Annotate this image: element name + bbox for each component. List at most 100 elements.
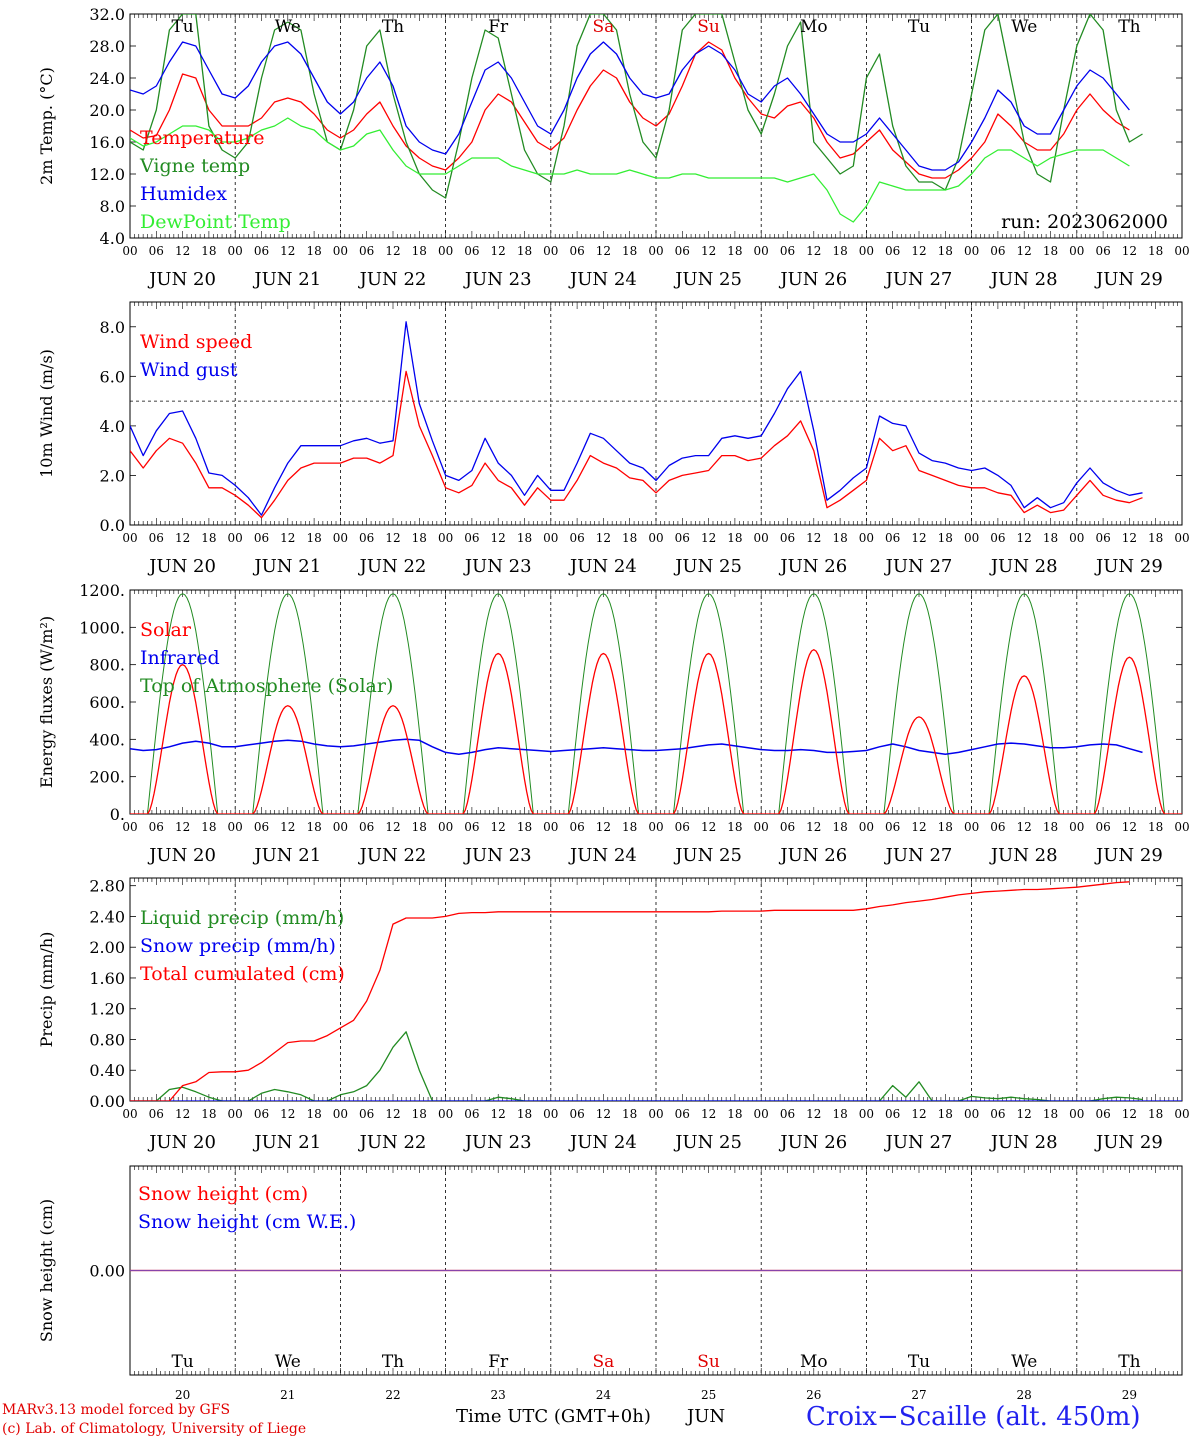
hour-label: 06	[780, 244, 795, 258]
hour-label: 06	[569, 820, 584, 834]
hour-label: 00	[648, 531, 663, 545]
date-label: JUN 25	[673, 845, 742, 866]
hour-label: 18	[517, 820, 532, 834]
hour-label: 00	[859, 531, 874, 545]
hour-label: 18	[938, 1107, 953, 1121]
hour-label: 18	[1043, 820, 1058, 834]
hour-label: 12	[280, 244, 295, 258]
day-name: Su	[697, 1352, 720, 1372]
hour-label: 06	[254, 1107, 269, 1121]
plot-frame	[129, 301, 1183, 526]
hour-label: 12	[491, 244, 506, 258]
hour-label: 06	[149, 1107, 164, 1121]
y-tick-label: 4.0	[100, 229, 125, 248]
legend-entry: Snow height (cm W.E.)	[138, 1211, 356, 1233]
series-wind-gust	[130, 321, 1143, 516]
hour-label: 00	[333, 244, 348, 258]
hour-label: 00	[859, 244, 874, 258]
hour-label: 06	[464, 820, 479, 834]
hour-label: 00	[333, 531, 348, 545]
lab-credit: (c) Lab. of Climatology, University of L…	[2, 1421, 307, 1437]
series-vigne-temp	[130, 14, 1143, 199]
y-tick-label: 24.0	[89, 69, 125, 88]
hour-label: 00	[333, 1107, 348, 1121]
date-label: JUN 28	[989, 1132, 1058, 1153]
hour-label: 18	[517, 1107, 532, 1121]
day-number: 24	[596, 1388, 612, 1402]
hour-label: 12	[280, 820, 295, 834]
hour-label: 18	[201, 244, 216, 258]
hour-label: 12	[596, 820, 611, 834]
y-tick-label: 200.	[89, 768, 125, 787]
day-name: Th	[382, 1352, 404, 1372]
date-label: JUN 22	[358, 556, 427, 577]
hour-label: 18	[622, 531, 637, 545]
date-label: JUN 20	[147, 269, 216, 290]
hour-label: 06	[1095, 244, 1110, 258]
date-label: JUN 23	[463, 1132, 532, 1153]
hour-label: 12	[596, 1107, 611, 1121]
day-name: We	[1011, 1352, 1037, 1372]
hour-label: 12	[806, 1107, 821, 1121]
date-label: JUN 27	[884, 1132, 953, 1153]
month-label: JUN	[687, 1406, 726, 1427]
day-name: Su	[697, 17, 720, 37]
legend-entry: Snow precip (mm/h)	[140, 935, 336, 957]
legend-entry: Infrared	[140, 647, 220, 669]
day-name: Tu	[908, 17, 930, 37]
day-number: 27	[911, 1388, 926, 1402]
hour-label: 12	[175, 531, 190, 545]
hour-label: 06	[569, 531, 584, 545]
series-total-cumulated-cm-	[130, 881, 1130, 1101]
y-axis-label: 10m Wind (m/s)	[37, 349, 56, 478]
hour-label: 12	[491, 1107, 506, 1121]
hour-label: 12	[1017, 244, 1032, 258]
hour-label: 12	[701, 531, 716, 545]
date-label: JUN 20	[147, 1132, 216, 1153]
hour-label: 18	[832, 531, 847, 545]
series-infrared	[130, 738, 1143, 756]
day-name: Sa	[593, 1352, 615, 1372]
day-name: Th	[1118, 1352, 1140, 1372]
hour-label: 06	[885, 1107, 900, 1121]
hour-label: 12	[1122, 1107, 1137, 1121]
hour-label: 18	[727, 531, 742, 545]
hour-label: 12	[911, 531, 926, 545]
y-tick-label: 1000.	[79, 618, 125, 637]
hour-label: 06	[464, 244, 479, 258]
hour-label: 06	[149, 820, 164, 834]
legend-entry: Liquid precip (mm/h)	[140, 907, 344, 929]
panel-2: 0.0 2.0 4.0 6.0 8.0 10m Wind (m/s) 00 06 12 18 JUN…	[37, 301, 1190, 577]
hour-label: 18	[517, 531, 532, 545]
hour-label: 06	[149, 531, 164, 545]
date-label: JUN 22	[358, 1132, 427, 1153]
model-credit: MARv3.13 model forced by GFS	[2, 1402, 231, 1418]
hour-label: 06	[464, 531, 479, 545]
hour-label: 00	[1069, 820, 1084, 834]
hour-label: 00	[859, 820, 874, 834]
run-label: run: 2023062000	[1001, 211, 1168, 233]
y-axis-label: 2m Temp. (°C)	[37, 67, 56, 185]
station-name: Croix−Scaille (alt. 450m)	[806, 1402, 1141, 1432]
date-label: JUN 23	[463, 269, 532, 290]
legend-entry: Solar	[140, 619, 192, 641]
hour-label: 00	[543, 531, 558, 545]
hour-label: 18	[832, 244, 847, 258]
hour-label: 00	[648, 820, 663, 834]
series-group	[130, 593, 1182, 814]
hour-label: 00	[964, 244, 979, 258]
date-label: JUN 29	[1094, 556, 1163, 577]
legend-entry: Top of Atmosphere (Solar)	[140, 675, 393, 697]
date-label: JUN 27	[884, 556, 953, 577]
hour-label: 18	[1148, 820, 1163, 834]
date-label: JUN 27	[884, 269, 953, 290]
date-label: JUN 28	[989, 845, 1058, 866]
hour-label: 18	[727, 244, 742, 258]
hour-label: 00	[543, 820, 558, 834]
hour-label: 06	[990, 820, 1005, 834]
hour-label: 06	[1095, 820, 1110, 834]
hour-label: 18	[1043, 1107, 1058, 1121]
hour-label: 00	[543, 244, 558, 258]
hour-label: 12	[596, 531, 611, 545]
